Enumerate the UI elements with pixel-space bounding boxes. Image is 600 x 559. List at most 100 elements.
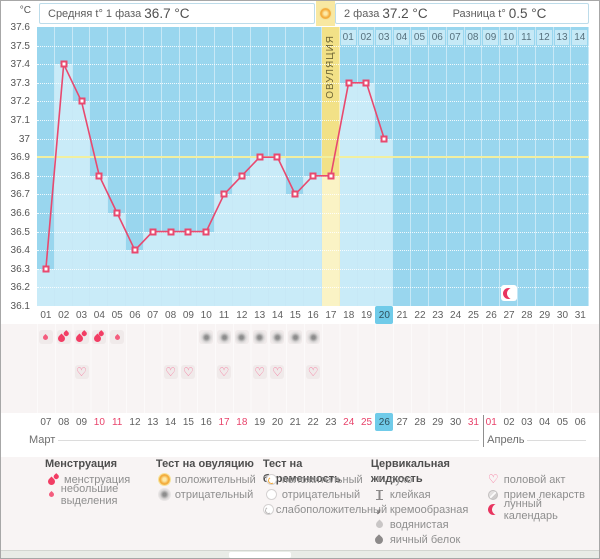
data-point[interactable] xyxy=(327,172,335,180)
mark-cell xyxy=(358,329,376,345)
cycle-day-cell: 31 xyxy=(574,309,586,321)
chart-column-day-4[interactable] xyxy=(90,27,108,306)
calendar-date-cell: 09 xyxy=(75,416,88,428)
mark-cell xyxy=(90,364,108,380)
legend-item-label: отрицательный xyxy=(174,488,254,501)
data-point[interactable] xyxy=(113,209,121,217)
data-point[interactable] xyxy=(95,172,103,180)
small-drop-icon xyxy=(113,333,121,341)
data-point[interactable] xyxy=(42,265,50,273)
legend-header xyxy=(485,457,599,472)
preg-weak-icon xyxy=(262,504,274,515)
cycle-day-cell: 22 xyxy=(414,309,426,321)
data-point[interactable] xyxy=(309,172,317,180)
data-point-today[interactable] xyxy=(380,135,388,143)
chart-column-day-23[interactable]: 06 xyxy=(429,27,447,306)
data-point[interactable] xyxy=(78,97,86,105)
cycle-day-cell: 08 xyxy=(165,309,177,321)
below-line-fill xyxy=(232,175,250,306)
chart-column-day-30[interactable]: 13 xyxy=(554,27,572,306)
chart-column-day-20[interactable]: 03 xyxy=(375,27,393,306)
data-point[interactable] xyxy=(167,228,175,236)
test-negative-icon xyxy=(254,331,266,343)
chart-column-day-24[interactable]: 07 xyxy=(447,27,465,306)
y-axis-tick-label: 37.5 xyxy=(10,40,30,52)
legend-item: водянистая xyxy=(371,517,485,532)
data-point[interactable] xyxy=(291,190,299,198)
chart-column-day-27[interactable]: 10 xyxy=(500,27,518,306)
mark-cell xyxy=(180,329,198,345)
menstruation-mark xyxy=(92,330,107,344)
data-point[interactable] xyxy=(220,190,228,198)
calendar-date-cell: 04 xyxy=(539,416,551,428)
calendar-date-cell: 03 xyxy=(521,416,533,428)
cycle-day-cell: 03 xyxy=(75,309,88,321)
heart-icon xyxy=(165,363,176,381)
legend-item: положительный xyxy=(156,472,263,487)
gridline xyxy=(37,64,589,66)
data-point[interactable] xyxy=(60,60,68,68)
intercourse-mark xyxy=(181,365,196,379)
mark-cell xyxy=(233,329,251,345)
chart-column-day-25[interactable]: 08 xyxy=(465,27,483,306)
drop-small-icon xyxy=(48,490,56,499)
calendar-date-cell: 01 xyxy=(485,416,497,428)
data-point[interactable] xyxy=(149,228,157,236)
ovulation-test-mark xyxy=(199,330,214,344)
calendar-date-cell: 08 xyxy=(58,416,70,428)
chart-column-day-12[interactable] xyxy=(232,27,251,306)
chart-column-day-6[interactable] xyxy=(126,27,144,306)
data-point[interactable] xyxy=(202,228,210,236)
legend-item-label: менструация xyxy=(64,473,131,486)
chart-column-day-26[interactable]: 09 xyxy=(482,27,500,306)
legend-icon-holder xyxy=(485,489,502,500)
legend-item: кремообразная xyxy=(371,502,485,517)
chart-column-day-17[interactable]: ОВУЛЯЦИЯ xyxy=(322,27,340,306)
calendar-date-cell: 20 xyxy=(271,416,284,428)
legend-column: Тест на беременность положительный отрицат… xyxy=(262,457,387,550)
data-point[interactable] xyxy=(256,153,264,161)
mark-cell xyxy=(536,364,554,380)
data-point[interactable] xyxy=(238,172,246,180)
dpo-label: 11 xyxy=(518,30,534,45)
mark-cell xyxy=(429,364,447,380)
legend-icon-holder xyxy=(371,533,388,546)
data-point[interactable] xyxy=(273,153,281,161)
chart-column-day-22[interactable]: 05 xyxy=(411,27,429,306)
mark-cell xyxy=(500,329,518,345)
data-point[interactable] xyxy=(184,228,192,236)
test-negative-icon xyxy=(158,489,170,500)
legend-item: отрицательный xyxy=(156,487,263,502)
horizontal-scrollbar[interactable] xyxy=(1,550,599,558)
chart-column-day-16[interactable] xyxy=(304,27,322,306)
legend-item: слабоположительный xyxy=(262,502,387,517)
calendar-date-cell: 15 xyxy=(182,416,194,428)
mark-cell xyxy=(162,364,180,380)
data-point[interactable] xyxy=(345,79,353,87)
chart-column-day-21[interactable]: 04 xyxy=(393,27,411,306)
mark-cell xyxy=(73,364,91,380)
drops-icon xyxy=(75,331,88,343)
month-divider xyxy=(483,415,485,447)
circle-outline-icon xyxy=(265,489,277,500)
mark-cell xyxy=(571,364,589,380)
data-point[interactable] xyxy=(131,246,139,254)
cycle-day-cell: 28 xyxy=(521,309,533,321)
month-march: Март xyxy=(29,431,482,449)
legend-item-label: яичный белок xyxy=(389,533,461,546)
chart-column-day-28[interactable]: 11 xyxy=(518,27,536,306)
chart-column-day-5[interactable] xyxy=(108,27,126,306)
chart-column-day-3[interactable] xyxy=(72,27,91,306)
chart-column-day-29[interactable]: 12 xyxy=(536,27,554,306)
y-axis-tick-label: 36.9 xyxy=(10,152,30,164)
dpo-label: 08 xyxy=(465,30,481,45)
data-point[interactable] xyxy=(362,79,370,87)
test-negative-icon xyxy=(200,331,212,343)
scrollbar-thumb[interactable] xyxy=(229,552,291,558)
cycle-day-cell: 09 xyxy=(182,309,194,321)
chart-column-day-31[interactable]: 14 xyxy=(571,27,589,306)
mark-cell xyxy=(55,364,73,380)
legend-item-label: слабоположительный xyxy=(275,503,388,516)
legend-icon-holder xyxy=(45,474,62,486)
mark-cell xyxy=(375,364,393,380)
